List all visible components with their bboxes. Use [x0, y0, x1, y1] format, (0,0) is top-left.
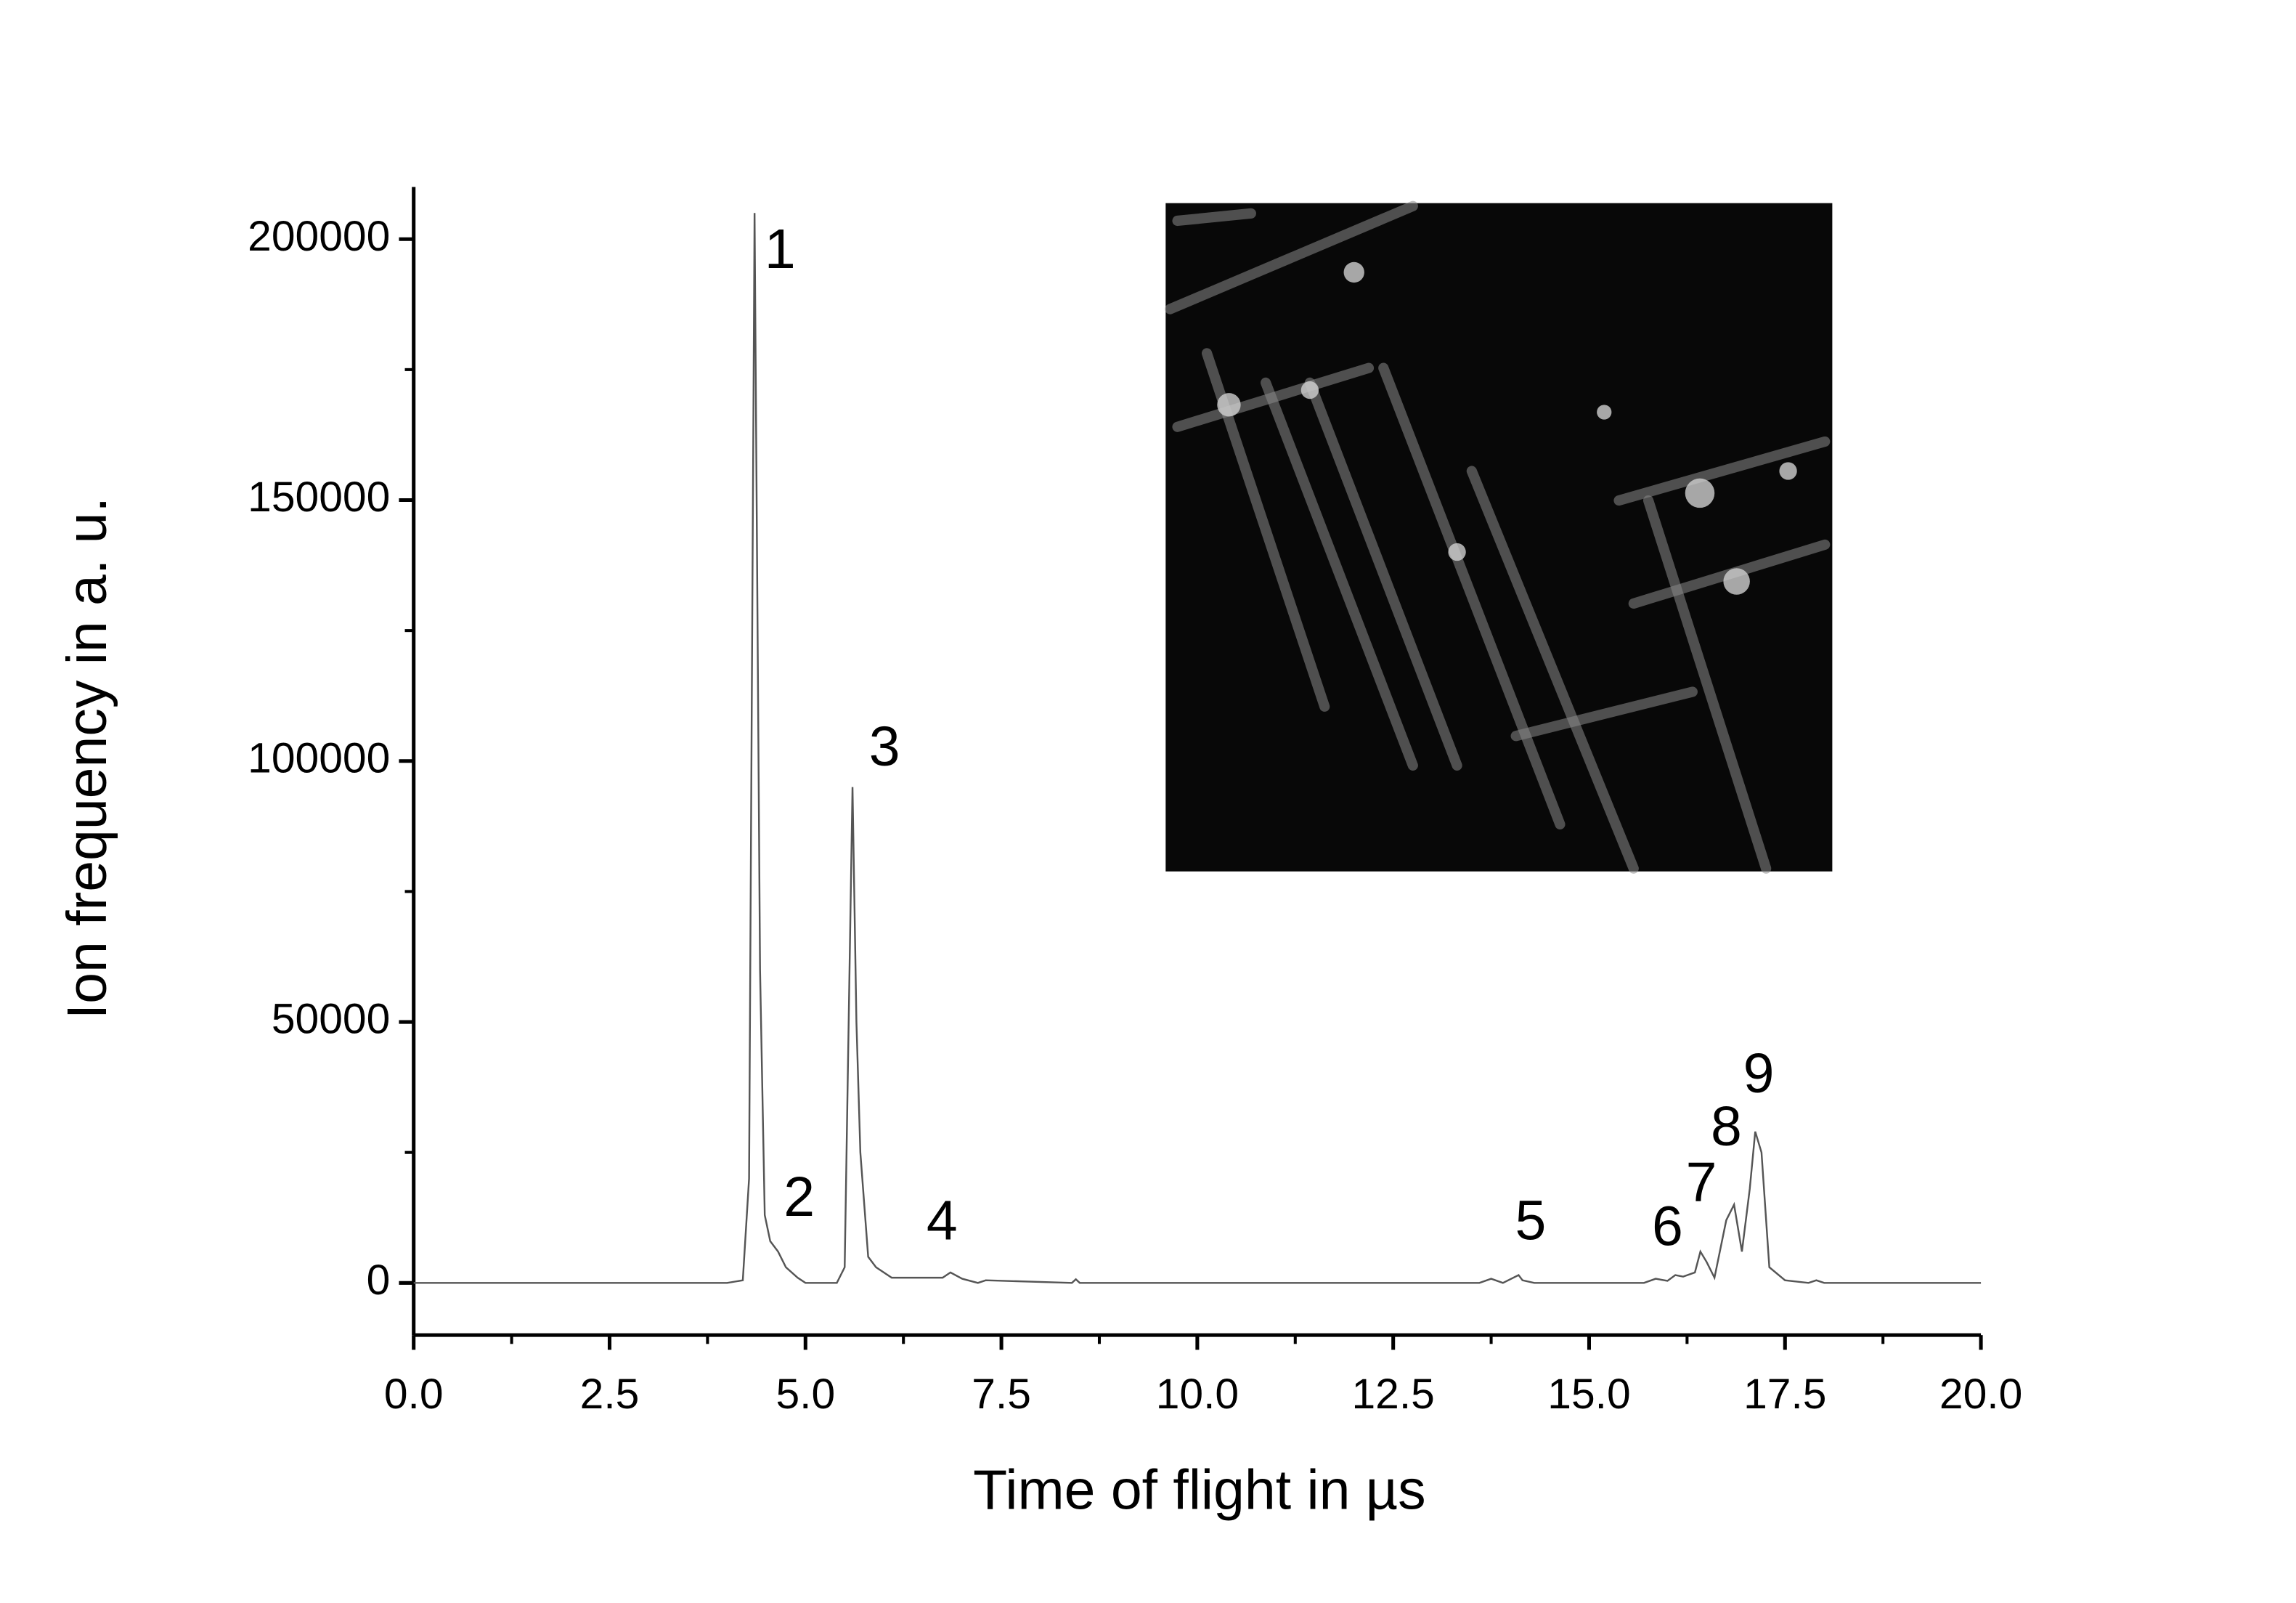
- x-tick-label: 17.5: [1743, 1371, 1826, 1418]
- peak-label: 1: [765, 218, 796, 280]
- x-tick-label: 20.0: [1939, 1371, 2022, 1418]
- inset-image: [1165, 200, 1833, 874]
- x-tick-label: 7.5: [972, 1371, 1031, 1418]
- y-tick-label: 100000: [248, 734, 390, 782]
- spectrum-line: [413, 213, 1982, 1284]
- peak-label: 4: [927, 1189, 958, 1251]
- peak-label: 3: [869, 715, 900, 778]
- peak-label: 9: [1743, 1042, 1775, 1105]
- x-axis-title: Time of flight in µs: [973, 1458, 1425, 1521]
- x-tick-label: 0.0: [384, 1371, 444, 1418]
- x-tick-label: 5.0: [775, 1371, 835, 1418]
- x-tick-label: 12.5: [1351, 1371, 1434, 1418]
- x-tick-label: 15.0: [1547, 1371, 1630, 1418]
- peak-label: 5: [1515, 1189, 1547, 1251]
- peak-label: 2: [783, 1166, 815, 1228]
- y-tick-label: 0: [367, 1257, 391, 1304]
- x-tick-label: 10.0: [1156, 1371, 1239, 1418]
- y-axis-title: Ion frequency in a. u.: [56, 497, 118, 1019]
- y-tick-label: 200000: [248, 213, 390, 260]
- peak-label: 8: [1711, 1095, 1742, 1158]
- x-tick-label: 2.5: [580, 1371, 640, 1418]
- peak-label: 6: [1652, 1196, 1683, 1258]
- y-tick-label: 50000: [272, 996, 390, 1043]
- y-tick-label: 150000: [248, 474, 390, 521]
- peak-label: 7: [1686, 1151, 1717, 1214]
